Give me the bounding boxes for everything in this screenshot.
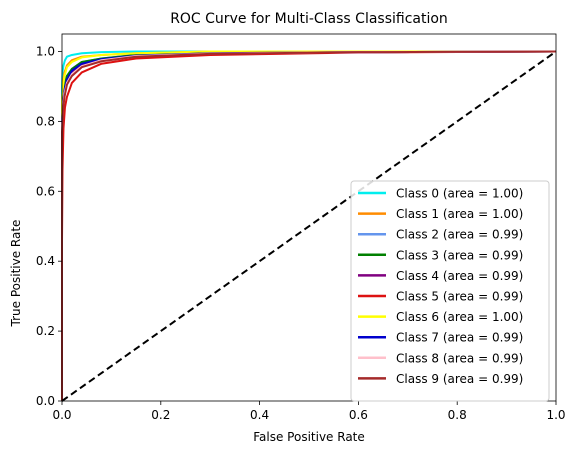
- x-tick-label: 0.2: [151, 408, 170, 422]
- x-tick-label: 0.6: [349, 408, 368, 422]
- y-axis-label: True Positive Rate: [9, 220, 23, 328]
- legend-label-class-7: Class 7 (area = 0.99): [396, 331, 523, 345]
- x-tick-label: 0.4: [250, 408, 269, 422]
- legend-label-class-4: Class 4 (area = 0.99): [396, 269, 523, 283]
- legend-label-class-6: Class 6 (area = 1.00): [396, 310, 523, 324]
- y-axis-ticks: 0.0 0.2 0.4 0.6 0.8 1.0: [36, 44, 62, 408]
- legend-label-class-8: Class 8 (area = 0.99): [396, 351, 523, 365]
- y-tick-label: 0.8: [36, 114, 55, 128]
- legend-label-class-3: Class 3 (area = 0.99): [396, 248, 523, 262]
- x-tick-label: 0.0: [52, 408, 71, 422]
- y-tick-label: 0.0: [36, 394, 55, 408]
- legend: Class 0 (area = 1.00) Class 1 (area = 1.0…: [351, 181, 549, 401]
- y-tick-label: 1.0: [36, 44, 55, 58]
- y-tick-label: 0.6: [36, 184, 55, 198]
- legend-label-class-0: Class 0 (area = 1.00): [396, 187, 523, 201]
- x-axis-label: False Positive Rate: [253, 430, 365, 444]
- legend-label-class-1: Class 1 (area = 1.00): [396, 207, 523, 221]
- x-tick-label: 1.0: [546, 408, 565, 422]
- y-tick-label: 0.4: [36, 254, 55, 268]
- legend-label-class-2: Class 2 (area = 0.99): [396, 228, 523, 242]
- x-axis-ticks: 0.0 0.2 0.4 0.6 0.8 1.0: [52, 401, 565, 422]
- x-tick-label: 0.8: [448, 408, 467, 422]
- y-tick-label: 0.2: [36, 324, 55, 338]
- legend-label-class-5: Class 5 (area = 0.99): [396, 290, 523, 304]
- chart-title: ROC Curve for Multi-Class Classification: [170, 11, 448, 27]
- legend-label-class-9: Class 9 (area = 0.99): [396, 372, 523, 386]
